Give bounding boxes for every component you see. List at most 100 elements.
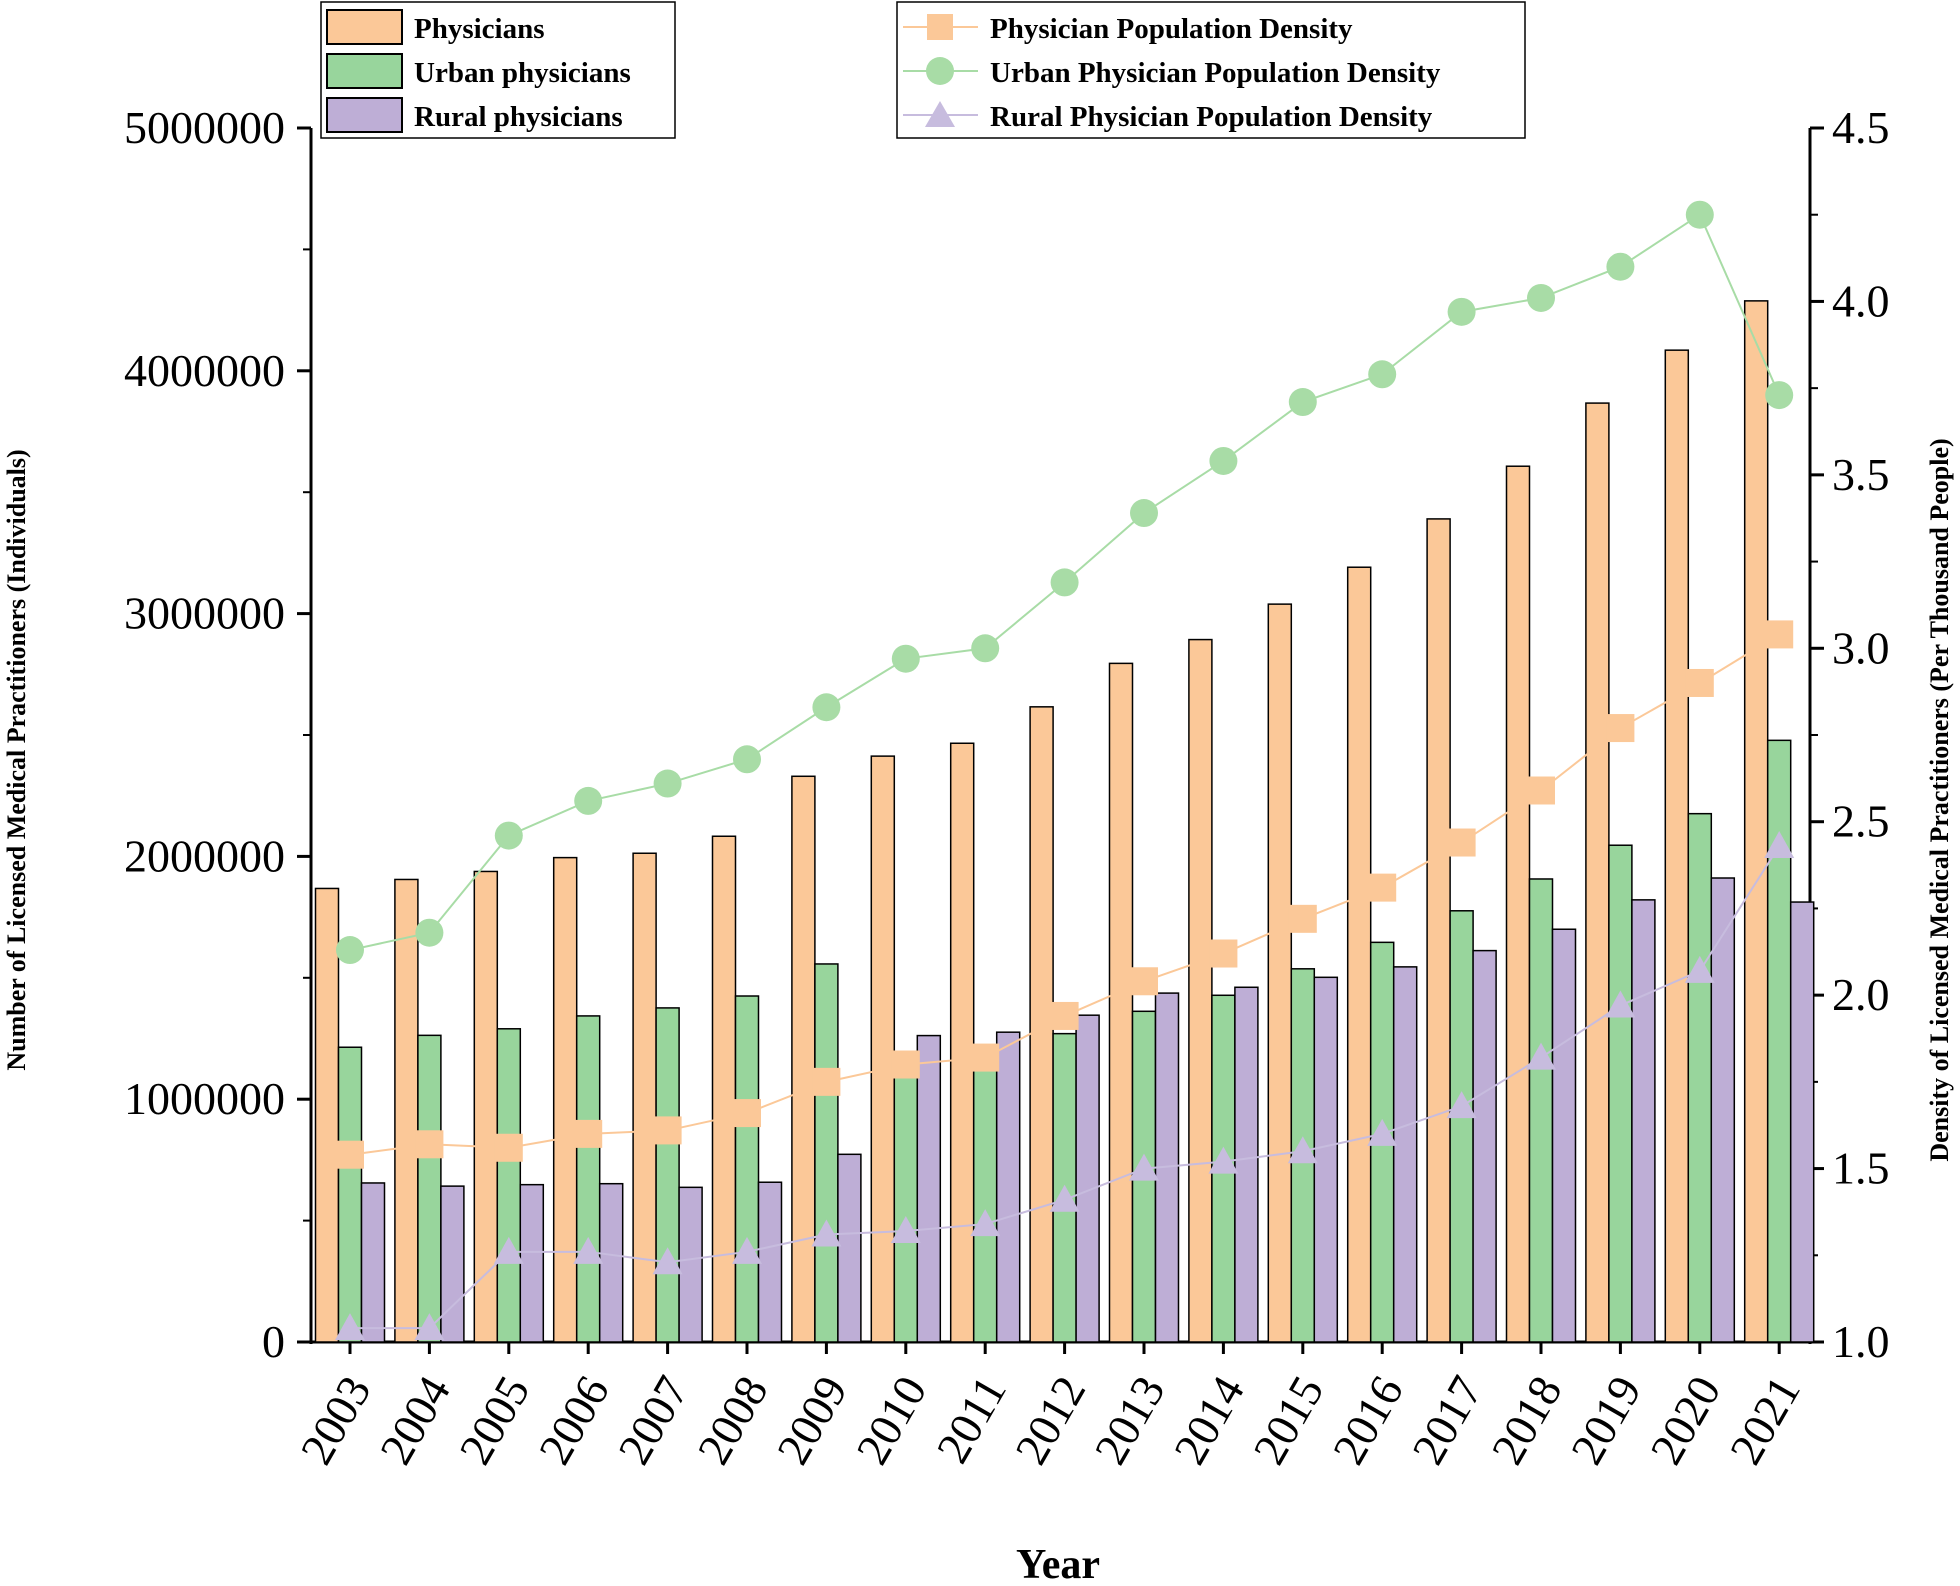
marker-urban-density [336, 936, 364, 965]
marker-physician-density [1447, 828, 1476, 857]
x-tick-label: 2013 [1084, 1368, 1174, 1473]
marker-urban-density [1368, 360, 1397, 389]
x-tick-label: 2016 [1323, 1368, 1413, 1473]
marker-physician-density [812, 1067, 841, 1096]
x-tick-label: 2012 [1005, 1368, 1095, 1473]
marker-physician-density [574, 1119, 603, 1148]
marker-physician-density [336, 1140, 364, 1169]
marker-urban-density [1209, 446, 1238, 475]
marker-rural-density [970, 1209, 1001, 1237]
marker-rural-density [1526, 1042, 1556, 1070]
marker-rural-density [573, 1236, 604, 1264]
bar-rural-physicians [916, 1034, 942, 1343]
marker-urban-density [653, 769, 682, 798]
y-axis-title: Number of Licensed Medical Practitioners… [2, 449, 31, 1070]
legend-swatch-urban-physicians [326, 53, 403, 89]
y-ticks: 0 1000000 2000000 3000000 4000000 5000000 [124, 102, 311, 1367]
marker-rural-density [1764, 830, 1795, 858]
marker-physician-density [1050, 1001, 1079, 1030]
bar-rural-physicians [757, 1181, 783, 1343]
bar-physicians [711, 835, 737, 1343]
marker-rural-density [732, 1236, 762, 1264]
bar-urban-physicians [417, 1034, 442, 1343]
x-tick-label: 2021 [1720, 1368, 1810, 1473]
marker-rural-density [1605, 990, 1636, 1018]
legend-lines-frame [896, 1, 1526, 139]
x-tick-label: 2010 [846, 1368, 936, 1473]
bar-physicians [1188, 638, 1213, 1343]
legend-marker-triangle [925, 101, 955, 127]
y-tick-label: 3000000 [124, 588, 285, 639]
bar-urban-physicians [814, 963, 839, 1343]
marker-physician-density [891, 1050, 920, 1079]
bar-urban-physicians [893, 1064, 919, 1343]
x-tick-label: 2004 [370, 1368, 460, 1473]
bar-urban-physicians [734, 995, 760, 1343]
bar-rural-physicians [837, 1153, 862, 1343]
bar-rural-physicians [678, 1186, 703, 1343]
marker-physician-density [1288, 904, 1317, 933]
marker-physician-density [1685, 668, 1714, 697]
bar-rural-physicians [598, 1182, 624, 1343]
marker-rural-density [811, 1219, 842, 1247]
marker-urban-density [812, 693, 841, 722]
bar-physicians [632, 852, 657, 1343]
bar-physicians [1505, 465, 1531, 1343]
bar-physicians [949, 742, 975, 1343]
marker-physician-density [494, 1133, 523, 1162]
x-tick-label: 2020 [1640, 1368, 1730, 1473]
y2-tick-label: 3.5 [1832, 449, 1890, 500]
legend-label-urban-density: Urban Physician Population Density [990, 57, 1441, 89]
bar-rural-physicians [440, 1185, 465, 1343]
x-tick-label: 2015 [1243, 1368, 1333, 1473]
marker-physician-density [733, 1099, 761, 1128]
bar-rural-physicians [995, 1031, 1021, 1343]
marker-rural-density [414, 1313, 445, 1341]
marker-physician-density [1606, 714, 1635, 743]
bar-physicians [1664, 349, 1690, 1343]
bar-urban-physicians [496, 1028, 522, 1343]
y-tick-label: 4000000 [124, 345, 285, 396]
legend-swatch-physicians [326, 9, 403, 45]
marker-rural-density [335, 1313, 365, 1341]
bar-urban-physicians [337, 1046, 363, 1343]
y-tick-label: 5000000 [124, 102, 285, 153]
legend-swatch-rural-physicians [326, 97, 403, 133]
bar-physicians [1585, 402, 1610, 1343]
y2-tick-label: 4.0 [1832, 275, 1890, 326]
bar-rural-physicians [360, 1182, 386, 1343]
x-tick-label: 2011 [927, 1368, 1016, 1472]
marker-urban-density [1050, 568, 1079, 597]
marker-urban-density [494, 821, 523, 850]
y2-tick-label: 1.5 [1832, 1143, 1890, 1194]
bar-rural-physicians [1789, 901, 1815, 1343]
legend-label-physician-density: Physician Population Density [990, 13, 1353, 45]
bar-rural-physicians [1234, 986, 1259, 1343]
marker-physician-density [1765, 620, 1794, 649]
marker-urban-density [1685, 200, 1714, 229]
x-tick-label: 2008 [687, 1368, 777, 1473]
marker-urban-density [1527, 283, 1555, 312]
bar-rural-physicians [1710, 877, 1736, 1343]
marker-urban-density [1447, 297, 1476, 326]
bar-physicians [870, 755, 896, 1343]
marker-urban-density [574, 786, 603, 815]
bar-urban-physicians [1687, 812, 1713, 1343]
bar-physicians [394, 878, 419, 1343]
x-tick-label: 2006 [529, 1368, 619, 1473]
legend-label-rural-density: Rural Physician Population Density [990, 101, 1433, 133]
legend-lines: Physician Population Density Urban Physi… [896, 1, 1526, 139]
marker-rural-density [1367, 1118, 1398, 1146]
x-tick-label: 2005 [449, 1368, 539, 1473]
bar-physicians [1743, 300, 1769, 1343]
marker-rural-density [1129, 1153, 1159, 1181]
y2-tick-label: 2.0 [1832, 969, 1890, 1020]
bar-physicians [1426, 518, 1451, 1343]
bar-physicians [791, 775, 816, 1343]
bar-physicians [1108, 662, 1134, 1343]
y2-tick-label: 2.5 [1832, 796, 1890, 847]
bar-rural-physicians [519, 1183, 545, 1343]
bar-physicians [314, 887, 340, 1343]
x-tick-label: 2007 [608, 1368, 698, 1473]
y-tick-label: 1000000 [124, 1073, 285, 1124]
